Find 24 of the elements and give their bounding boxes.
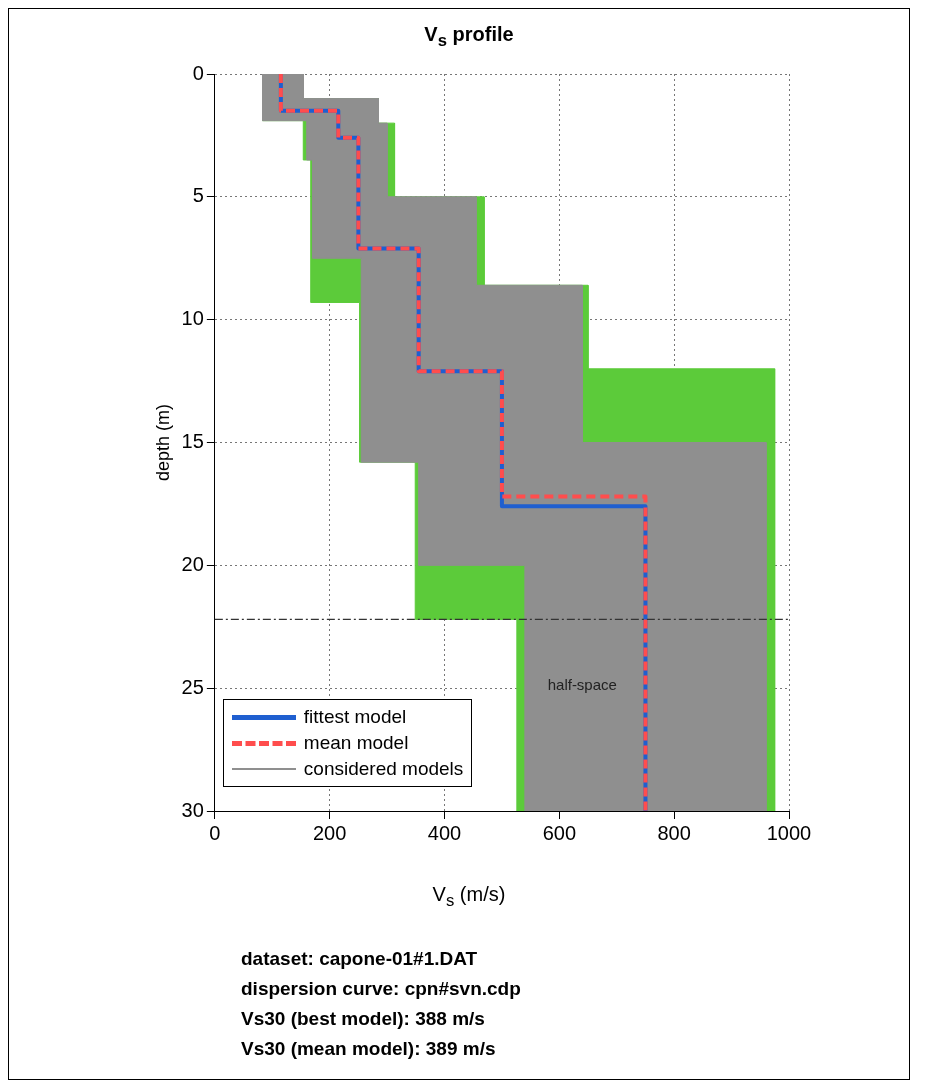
legend-label: fittest model: [303, 705, 407, 729]
text: dispersion curve: cpn#svn.cdp: [241, 977, 521, 1001]
text: Vs30 (mean model): 389 m/s: [241, 1037, 497, 1061]
y-axis-title: depth (m): [152, 403, 173, 482]
x-tick-label: 600: [542, 821, 577, 844]
legend-label: considered models: [303, 757, 464, 781]
y-tick-label: 20: [181, 552, 204, 575]
chart-title: V$_{s}$ profile: [423, 23, 515, 51]
x-tick-label: 200: [312, 821, 347, 844]
y-tick-label: 10: [181, 307, 204, 330]
text: dataset: capone-01#1.DAT: [241, 947, 479, 971]
x-tick-label: 0: [209, 821, 221, 844]
y-tick-label: 15: [181, 430, 204, 453]
x-tick-label: 1000: [766, 821, 812, 844]
x-tick-label: 800: [657, 821, 691, 844]
x-tick-label: 400: [427, 821, 462, 844]
annotation: half-space: [547, 675, 617, 693]
y-tick-label: 25: [181, 675, 204, 698]
x-axis-title: V$_{s}$ (m/s): [431, 883, 507, 911]
y-tick-label: 30: [181, 798, 204, 821]
y-tick-label: 0: [192, 61, 204, 84]
y-tick-label: 5: [192, 184, 204, 207]
legend-label: mean model: [303, 731, 409, 755]
text: Vs30 (best model): 388 m/s: [241, 1007, 486, 1031]
